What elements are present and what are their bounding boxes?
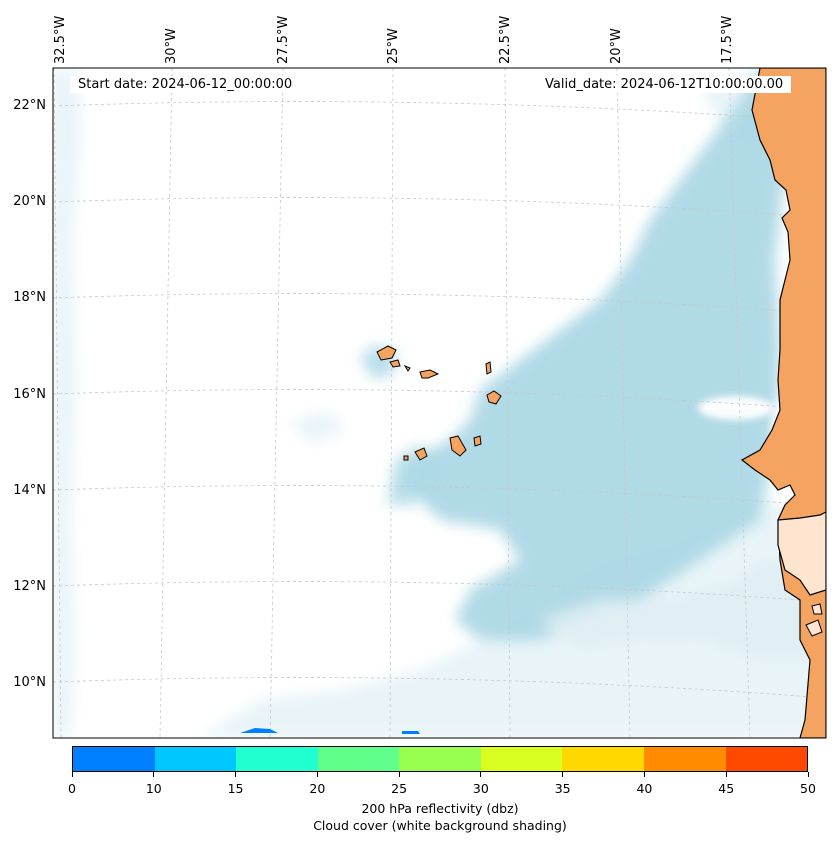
colorbar-segment xyxy=(399,747,481,771)
colorbar-segment xyxy=(480,747,563,771)
reflectivity-blob xyxy=(402,731,420,734)
lon-label: 20°W xyxy=(609,28,624,64)
lon-label: 27.5°W xyxy=(276,15,291,64)
colorbar-segment xyxy=(154,747,237,771)
colorbar-tick-label: 20 xyxy=(309,781,326,796)
lon-label: 30°W xyxy=(164,28,179,64)
colorbar-tick xyxy=(725,772,727,777)
map-frame xyxy=(52,67,827,739)
lat-label: 20°N xyxy=(13,194,46,209)
colorbar-tick-label: 10 xyxy=(145,781,162,796)
colorbar-tick xyxy=(480,772,482,777)
colorbar-tick-label: 50 xyxy=(800,781,816,796)
lon-label: 22.5°W xyxy=(498,15,513,64)
colorbar-segment xyxy=(643,747,726,771)
land-cape-verde xyxy=(376,345,502,461)
colorbar-tick-label: 45 xyxy=(718,781,735,796)
colorbar-segment xyxy=(73,747,155,771)
start-date-label: Start date: 2024-06-12_00:00:00 xyxy=(70,76,301,93)
gridlines xyxy=(53,68,826,738)
lat-label: 12°N xyxy=(13,579,46,594)
valid-date-label: Valid_date: 2024-06-12T10:00:00.00 xyxy=(537,76,792,93)
colorbar-segment xyxy=(236,747,318,771)
lon-label: 17.5°W xyxy=(720,15,735,64)
lon-label: 32.5°W xyxy=(53,15,68,64)
land-gambia xyxy=(777,511,826,596)
colorbar-tick-label: 40 xyxy=(636,781,653,796)
colorbar-segment xyxy=(317,747,400,771)
colorbar-segment xyxy=(562,747,644,771)
lat-label: 14°N xyxy=(13,483,46,498)
colorbar-segment xyxy=(725,747,808,771)
colorbar xyxy=(72,746,808,772)
colorbar-tick-label: 25 xyxy=(391,781,408,796)
lat-label: 22°N xyxy=(13,98,46,113)
lat-label: 18°N xyxy=(13,290,46,305)
colorbar-tick-label: 15 xyxy=(227,781,244,796)
colorbar-tick xyxy=(807,772,809,777)
lon-label: 25°W xyxy=(386,28,401,64)
colorbar-tick-label: 0 xyxy=(68,781,76,796)
colorbar-tick-label: 35 xyxy=(554,781,571,796)
land-islands-bissau xyxy=(805,603,823,637)
lat-label: 16°N xyxy=(13,387,46,402)
colorbar-tick xyxy=(153,772,155,777)
colorbar-tick xyxy=(316,772,318,777)
colorbar-tick xyxy=(71,772,73,777)
colorbar-tick-label: 30 xyxy=(472,781,489,796)
colorbar-tick xyxy=(398,772,400,777)
cloud-cover-band xyxy=(360,70,826,660)
reflectivity-blob xyxy=(240,728,278,733)
colorbar-label: 200 hPa reflectivity (dbz) xyxy=(361,801,519,816)
colorbar-tick xyxy=(643,772,645,777)
colorbar-tick xyxy=(235,772,237,777)
lat-label: 10°N xyxy=(13,675,46,690)
colorbar-sublabel: Cloud cover (white background shading) xyxy=(313,818,567,833)
colorbar-tick xyxy=(562,772,564,777)
